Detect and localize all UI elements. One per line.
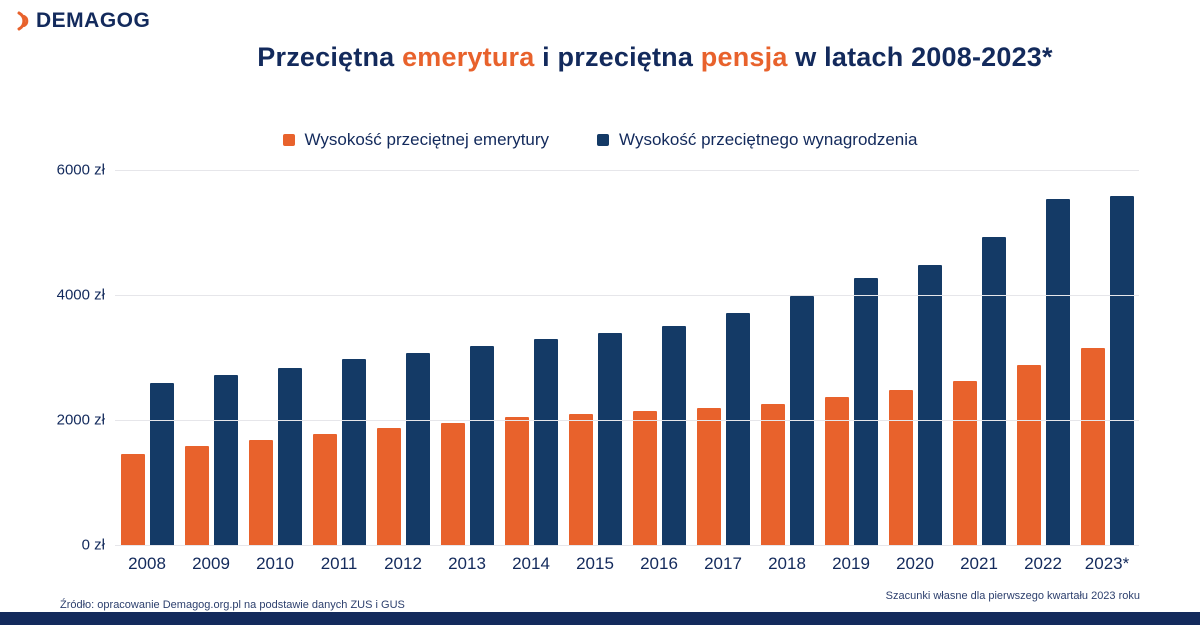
bar-emerytura-2019: [824, 396, 849, 545]
x-tick-label-2009: 2009: [192, 554, 230, 573]
y-tick-label-0: 0 zł: [81, 536, 105, 554]
title-part: Przeciętna: [257, 42, 403, 72]
title-part: w latach 2008-2023*: [787, 42, 1053, 72]
x-tick-label-2008: 2008: [128, 554, 166, 573]
soundwave-icon: [16, 9, 33, 33]
bar-wynagrodzenie-2015: [597, 332, 622, 545]
bar-emerytura-2023*: [1080, 348, 1105, 545]
bar-group-2010: [243, 367, 307, 545]
bar-emerytura-2011: [312, 433, 337, 545]
x-tick-label-2019: 2019: [832, 554, 870, 573]
legend-swatch-navy: [597, 134, 610, 146]
legend-label: Wysokość przeciętnego wynagrodzenia: [619, 130, 918, 149]
bar-emerytura-2016: [632, 411, 657, 545]
bar-wynagrodzenie-2021: [981, 236, 1006, 545]
gridline-6000: [115, 170, 1139, 171]
bar-emerytura-2013: [440, 422, 465, 545]
footer-bar: [0, 612, 1200, 625]
y-tick-label-6000: 6000 zł: [56, 161, 105, 179]
bar-wynagrodzenie-2010: [277, 367, 302, 545]
bar-group-2008: [115, 383, 179, 545]
bar-emerytura-2010: [248, 440, 273, 545]
gridline-2000: [115, 420, 1139, 421]
title-part-accent: pensja: [700, 42, 788, 72]
bar-wynagrodzenie-2013: [469, 345, 494, 545]
x-tick-label-2010: 2010: [256, 554, 294, 573]
title-part-accent: emerytura: [402, 42, 535, 72]
x-tick-label-2017: 2017: [704, 554, 742, 573]
bar-emerytura-2017: [696, 407, 721, 545]
x-tick-label-2011: 2011: [320, 554, 358, 573]
bar-chart: 0 zł 2000 zł 4000 zł 6000 zł: [57, 162, 1139, 554]
bar-wynagrodzenie-2009: [213, 375, 238, 545]
bar-group-2012: [371, 352, 435, 545]
bar-wynagrodzenie-2014: [533, 338, 558, 545]
chart-title: Przeciętna emerytura i przeciętna pensja…: [130, 42, 1180, 73]
x-axis-labels: 2008 2009 2010 2011 2012 2013 2014 2015 2016 2017…: [115, 554, 1139, 574]
bar-group-2016: [627, 325, 691, 545]
x-tick-label-2018: 2018: [768, 554, 806, 573]
legend-swatch-orange: [282, 134, 295, 146]
bar-emerytura-2014: [504, 416, 529, 545]
bar-group-2023*: [1075, 196, 1139, 545]
title-part: i przeciętna: [534, 42, 701, 72]
x-tick-label-2015: 2015: [576, 554, 614, 573]
bar-wynagrodzenie-2019: [853, 277, 878, 545]
x-tick-label-2012: 2012: [384, 554, 422, 573]
bar-wynagrodzenie-2022: [1045, 198, 1070, 545]
x-tick-label-2013: 2013: [448, 554, 486, 573]
y-tick-label-4000: 4000 zł: [56, 286, 105, 304]
logo-text: DEMAGOG: [36, 9, 151, 32]
bar-group-2009: [179, 375, 243, 545]
bar-group-2015: [563, 332, 627, 545]
bar-emerytura-2015: [568, 413, 593, 545]
bar-group-2019: [819, 277, 883, 545]
bar-group-2011: [307, 358, 371, 545]
x-tick-label-2023*: 2023*: [1084, 554, 1130, 573]
gridline-4000: [115, 295, 1139, 296]
gridline-0: [115, 545, 1139, 546]
source-note: Źródło: opracowanie Demagog.org.pl na po…: [60, 599, 405, 611]
bar-emerytura-2008: [120, 454, 145, 545]
bar-wynagrodzenie-2017: [725, 312, 750, 545]
bar-emerytura-2021: [952, 380, 977, 545]
bar-groups: [115, 170, 1139, 545]
x-tick-label-2021: 2021: [960, 554, 998, 573]
bar-emerytura-2020: [888, 390, 913, 545]
legend-label: Wysokość przeciętnej emerytury: [304, 130, 550, 149]
estimate-note: Szacunki własne dla pierwszego kwartału …: [885, 590, 1140, 602]
x-tick-label-2022: 2022: [1024, 554, 1062, 573]
bar-wynagrodzenie-2020: [917, 265, 942, 545]
bar-group-2013: [435, 345, 499, 545]
legend-item-wynagrodzenie: Wysokość przeciętnego wynagrodzenia: [597, 130, 918, 150]
x-tick-label-2016: 2016: [640, 554, 678, 573]
x-tick-label-2020: 2020: [896, 554, 934, 573]
bar-wynagrodzenie-2012: [405, 352, 430, 545]
bar-group-2017: [691, 312, 755, 545]
chart-legend: Wysokość przeciętnej emerytury Wysokość …: [0, 130, 1200, 150]
bar-wynagrodzenie-2023*: [1109, 196, 1134, 545]
legend-item-emerytura: Wysokość przeciętnej emerytury: [282, 130, 550, 150]
bar-group-2020: [883, 265, 947, 545]
y-tick-label-2000: 2000 zł: [56, 411, 105, 429]
bar-emerytura-2022: [1016, 365, 1041, 545]
demagog-logo: DEMAGOG: [16, 9, 150, 33]
bar-wynagrodzenie-2016: [661, 325, 686, 545]
bar-emerytura-2018: [760, 403, 785, 545]
x-tick-label-2014: 2014: [512, 554, 550, 573]
bar-group-2014: [499, 338, 563, 545]
bar-group-2022: [1011, 198, 1075, 545]
bar-group-2021: [947, 236, 1011, 545]
bar-emerytura-2009: [184, 446, 209, 545]
bar-wynagrodzenie-2008: [149, 383, 174, 545]
bar-wynagrodzenie-2011: [341, 358, 366, 545]
bar-emerytura-2012: [376, 428, 401, 545]
